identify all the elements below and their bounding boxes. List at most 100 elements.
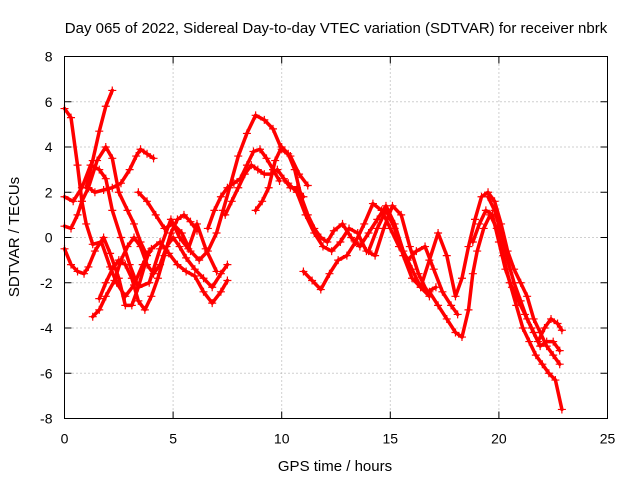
data-point (67, 260, 76, 269)
data-point (425, 256, 434, 265)
data-point (110, 276, 119, 285)
data-point (284, 179, 293, 188)
data-point (438, 287, 447, 296)
data-point (173, 215, 182, 224)
series-trace-10 (203, 145, 284, 233)
data-point (416, 283, 425, 292)
data-point (95, 127, 104, 136)
data-point (179, 210, 188, 219)
data-point (73, 210, 82, 219)
series-line (97, 213, 199, 312)
data-point (130, 233, 139, 242)
data-point (323, 238, 332, 247)
data-point (101, 102, 110, 111)
data-point (373, 224, 382, 233)
data-point (190, 265, 199, 274)
data-point (468, 269, 477, 278)
data-point (108, 86, 117, 95)
axis-ticks (64, 56, 608, 419)
data-point (303, 181, 312, 190)
data-point (151, 210, 160, 219)
data-point (199, 274, 208, 283)
data-point (468, 238, 477, 247)
data-point (95, 294, 104, 303)
data-point (351, 238, 360, 247)
data-point (80, 269, 89, 278)
data-point (364, 247, 373, 256)
data-point (69, 197, 78, 206)
data-point (173, 260, 182, 269)
data-point (199, 287, 208, 296)
data-point (510, 278, 519, 287)
data-point (223, 276, 232, 285)
data-point (134, 188, 143, 197)
data-point (166, 228, 175, 237)
data-point (136, 145, 145, 154)
data-point (210, 206, 219, 215)
data-point (553, 319, 562, 328)
tick-labels: 0 5 10 15 20 25 -8 -6 -4 -2 0 2 4 6 8 (40, 49, 615, 447)
data-point (388, 201, 397, 210)
data-point (223, 183, 232, 192)
data-point (540, 324, 549, 332)
x-tick-label: 0 (61, 431, 69, 447)
series-trace-6 (88, 233, 232, 321)
series-trace-1 (60, 104, 232, 308)
data-point (371, 251, 380, 260)
data-point (88, 156, 97, 165)
y-tick-label: -6 (40, 365, 53, 381)
data-point (149, 154, 158, 163)
data-point (531, 351, 540, 360)
data-point (253, 165, 262, 174)
data-point (99, 185, 108, 194)
data-point (299, 267, 308, 276)
data-point (536, 342, 545, 351)
series-trace-15 (364, 188, 564, 369)
data-point (279, 174, 288, 183)
data-point (208, 299, 217, 308)
data-point (412, 247, 421, 256)
x-tick-label: 25 (600, 431, 616, 447)
series-line (62, 106, 230, 305)
data-point (156, 244, 165, 253)
series-trace-2 (60, 143, 152, 260)
data-point (95, 165, 104, 174)
data-point (216, 269, 225, 278)
data-point (484, 192, 493, 201)
data-point (475, 219, 484, 228)
data-point (364, 228, 373, 237)
data-point (190, 271, 199, 280)
data-point (116, 179, 125, 188)
data-point (399, 251, 408, 260)
data-point (216, 287, 225, 296)
data-point (203, 224, 212, 233)
data-point (549, 351, 558, 360)
data-point (134, 296, 143, 305)
data-point (147, 292, 156, 301)
data-point (234, 183, 243, 192)
data-point (140, 305, 149, 314)
data-point (169, 219, 178, 228)
data-point (425, 287, 434, 296)
data-point (269, 124, 278, 133)
chart-title: Day 065 of 2022, Sidereal Day-to-day VTE… (65, 20, 608, 37)
y-tick-label: 8 (45, 49, 53, 65)
data-point (240, 170, 249, 179)
data-point (457, 333, 466, 342)
data-point (182, 253, 191, 262)
data-point (132, 152, 141, 161)
data-point (442, 251, 451, 260)
data-point (262, 154, 271, 163)
data-point (195, 256, 204, 265)
data-point (192, 226, 201, 235)
data-point (258, 197, 267, 206)
data-point (212, 228, 221, 237)
x-axis-label: GPS time / hours (278, 458, 392, 475)
data-point (251, 206, 260, 215)
data-point (84, 262, 93, 271)
data-point (544, 369, 553, 378)
series-line (90, 235, 230, 319)
data-point (464, 242, 473, 251)
data-point (242, 129, 251, 138)
